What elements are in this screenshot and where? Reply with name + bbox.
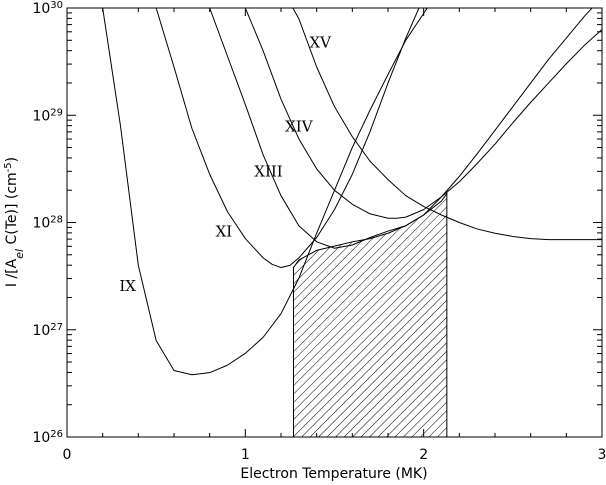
- curve-label-xiv: XIV: [285, 117, 314, 135]
- y-tick-label: 1028: [32, 214, 63, 232]
- curve-label-xv: XV: [309, 34, 332, 52]
- curve-label-ix: IX: [119, 277, 136, 295]
- y-axis-title-post: ): [4, 157, 20, 162]
- curve-label-xi: XI: [216, 222, 233, 240]
- y-axis-title-pre: I /[A: [4, 258, 20, 287]
- curve-layer: [102, 8, 602, 376]
- x-tick-label: 2: [419, 447, 428, 463]
- series-line-xiv: [244, 8, 602, 219]
- series-line-xiii: [209, 8, 593, 249]
- y-axis-title-mid: C(Te)] (cm: [4, 172, 20, 249]
- x-tick-label: 1: [241, 447, 250, 463]
- y-tick-label: 1030: [32, 0, 63, 17]
- series-line-xi: [155, 8, 420, 269]
- x-tick-label: 3: [598, 447, 606, 463]
- shaded-region: [292, 191, 448, 437]
- y-tick-label: 1026: [32, 429, 63, 447]
- x-tick-label: 0: [63, 447, 72, 463]
- curve-label-xiii: XIII: [254, 162, 283, 180]
- y-axis-title-sub: el: [13, 249, 26, 259]
- y-axis-title-sup: -5: [3, 162, 14, 172]
- curve-label-layer: IX XI XIII XIV XV: [119, 34, 332, 295]
- y-tick-label: 1027: [32, 321, 63, 339]
- tick-layer: 0 1 2 3 1026 1027 1028 1029 1030: [32, 0, 606, 463]
- x-axis-title: Electron Temperature (MK): [240, 466, 427, 482]
- series-line-ix: [102, 8, 428, 376]
- series-line-xv: [292, 8, 602, 241]
- shaded-region-layer: [292, 191, 448, 437]
- y-tick-label: 1029: [32, 107, 63, 125]
- y-axis-title: I /[Ael C(Te)] (cm-5): [3, 157, 26, 287]
